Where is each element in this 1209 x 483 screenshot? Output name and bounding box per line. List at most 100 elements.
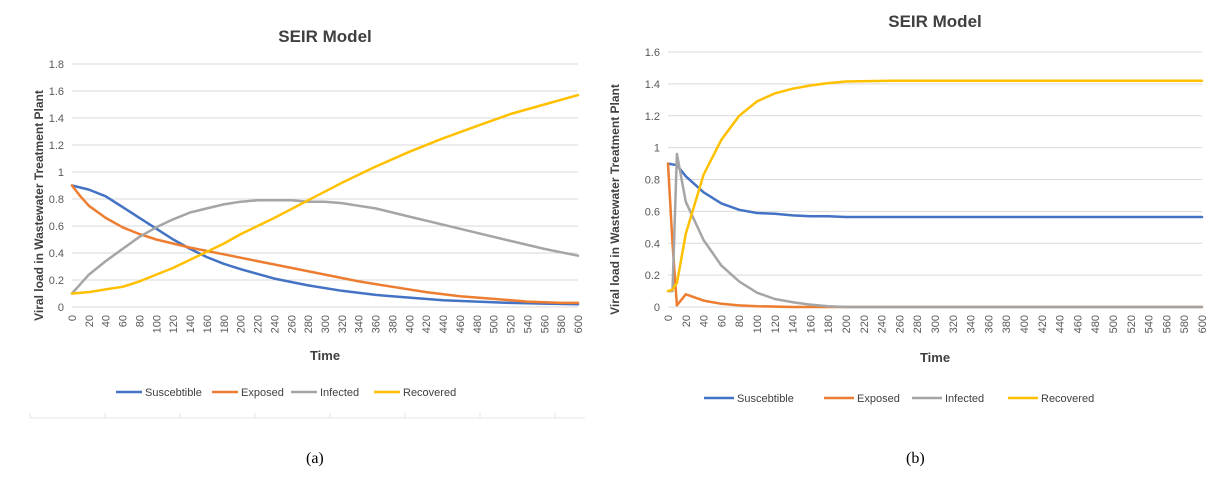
legend-label-infected: Infected <box>945 393 984 405</box>
x-tick-label: 300 <box>320 315 332 333</box>
x-tick-label: 560 <box>1161 315 1173 333</box>
legend-label-exposed: Exposed <box>857 393 900 405</box>
y-tick-label: 0.6 <box>49 221 64 233</box>
y-tick-label: 1.4 <box>645 79 660 91</box>
x-tick-label: 360 <box>371 315 383 333</box>
x-tick-label: 100 <box>151 315 163 333</box>
x-tick-label: 320 <box>948 315 960 333</box>
x-tick-label: 120 <box>770 315 782 333</box>
legend-label-recovered: Recovered <box>403 387 456 399</box>
x-tick-label: 20 <box>84 315 96 327</box>
x-tick-label: 440 <box>1055 315 1067 333</box>
x-tick-label: 520 <box>1126 315 1138 333</box>
y-tick-label: 1.6 <box>645 47 660 59</box>
x-tick-label: 300 <box>930 315 942 333</box>
x-tick-label: 420 <box>1037 315 1049 333</box>
y-tick-label: 1.2 <box>645 111 660 123</box>
x-tick-label: 260 <box>894 315 906 333</box>
x-tick-label: 180 <box>823 315 835 333</box>
caption-b: (b) <box>906 450 925 467</box>
chart-title: SEIR Model <box>888 12 982 31</box>
x-tick-label: 140 <box>185 315 197 333</box>
x-tick-label: 400 <box>1019 315 1031 333</box>
x-tick-label: 260 <box>286 315 298 333</box>
x-tick-label: 500 <box>489 315 501 333</box>
x-tick-label: 220 <box>253 315 265 333</box>
x-tick-label: 320 <box>337 315 349 333</box>
series-line-recovered <box>70 93 580 295</box>
chart-panel-b: 0 0.2 0.4 0.6 0.8 1 1.2 1.4 1.6 0 20 40 60 80 100 120 14… <box>606 0 1209 420</box>
series-line-infected <box>70 199 580 295</box>
x-tick-label: 380 <box>387 315 399 333</box>
x-tick-label: 560 <box>539 315 551 333</box>
x-tick-label: 600 <box>573 315 585 333</box>
chart-b-svg: 0 0.2 0.4 0.6 0.8 1 1.2 1.4 1.6 0 20 40 60 80 100 120 14… <box>608 12 1209 405</box>
x-tick-label: 580 <box>556 315 568 333</box>
y-tick-label: 0.2 <box>49 275 64 287</box>
x-tick-label: 480 <box>472 315 484 333</box>
x-tick-label: 60 <box>716 315 728 327</box>
x-tick-label: 280 <box>912 315 924 333</box>
x-tick-label: 340 <box>354 315 366 333</box>
x-tick-label: 600 <box>1197 315 1209 333</box>
series-line-exposed <box>70 184 580 305</box>
series-line-suscebtible <box>70 184 580 306</box>
x-tick-label: 0 <box>67 315 79 321</box>
x-tick-label: 200 <box>236 315 248 333</box>
legend-label-suscebtible: Suscebtible <box>145 387 202 399</box>
x-tick-label: 520 <box>506 315 518 333</box>
x-tick-label: 20 <box>681 315 693 327</box>
x-tick-label: 340 <box>966 315 978 333</box>
legend-label-suscebtible: Suscebtible <box>737 393 794 405</box>
y-tick-label: 0.2 <box>645 270 660 282</box>
x-tick-label: 380 <box>1001 315 1013 333</box>
chart-a-svg: 0 0.2 0.4 0.6 0.8 1 1.2 1.4 1.6 1.8 0 20 40 60 80 100 12… <box>29 27 585 419</box>
y-tick-label: 0.6 <box>645 206 660 218</box>
y-tick-label: 1.8 <box>49 59 64 71</box>
y-tick-label: 0.4 <box>49 248 64 260</box>
chart-panel-a: 0 0.2 0.4 0.6 0.8 1 1.2 1.4 1.6 1.8 0 20 40 60 80 100 12… <box>0 0 600 420</box>
x-tick-label: 160 <box>805 315 817 333</box>
x-tick-label: 540 <box>1144 315 1156 333</box>
legend-label-recovered: Recovered <box>1041 393 1094 405</box>
x-tick-label: 360 <box>983 315 995 333</box>
x-tick-label: 240 <box>269 315 281 333</box>
x-tick-label: 40 <box>101 315 113 327</box>
x-tick-label: 480 <box>1090 315 1102 333</box>
x-tick-label: 60 <box>118 315 130 327</box>
y-tick-label: 0.8 <box>49 194 64 206</box>
y-tick-label: 1 <box>58 167 64 179</box>
caption-a: (a) <box>306 450 324 467</box>
x-tick-label: 140 <box>788 315 800 333</box>
legend-label-exposed: Exposed <box>241 387 284 399</box>
x-tick-label: 280 <box>303 315 315 333</box>
x-tick-label: 200 <box>841 315 853 333</box>
series-line-exposed <box>666 162 1204 309</box>
x-tick-label: 540 <box>522 315 534 333</box>
x-tick-label: 40 <box>699 315 711 327</box>
y-tick-label: 0.4 <box>645 238 660 250</box>
x-tick-label: 580 <box>1179 315 1191 333</box>
series-line-recovered <box>666 79 1204 293</box>
y-tick-label: 0 <box>654 302 660 314</box>
x-axis-title: Time <box>310 348 340 363</box>
x-tick-label: 500 <box>1108 315 1120 333</box>
chart-title: SEIR Model <box>278 27 372 46</box>
x-tick-label: 400 <box>404 315 416 333</box>
series-line-suscebtible <box>666 162 1204 219</box>
y-axis-title: Viral load in Wastewater Treatment Plant <box>32 90 46 321</box>
x-tick-label: 460 <box>1072 315 1084 333</box>
x-tick-label: 240 <box>877 315 889 333</box>
legend-label-infected: Infected <box>320 387 359 399</box>
x-axis-title: Time <box>920 350 950 365</box>
y-tick-label: 0 <box>58 302 64 314</box>
series-line-infected <box>666 152 1204 309</box>
y-tick-label: 1.6 <box>49 86 64 98</box>
x-tick-label: 160 <box>202 315 214 333</box>
x-tick-label: 420 <box>421 315 433 333</box>
x-tick-label: 120 <box>168 315 180 333</box>
y-axis-title: Viral load in Wastewater Treatment Plant <box>608 84 622 315</box>
y-tick-label: 1.2 <box>49 140 64 152</box>
y-tick-label: 1.4 <box>49 113 64 125</box>
x-tick-label: 0 <box>663 315 675 321</box>
